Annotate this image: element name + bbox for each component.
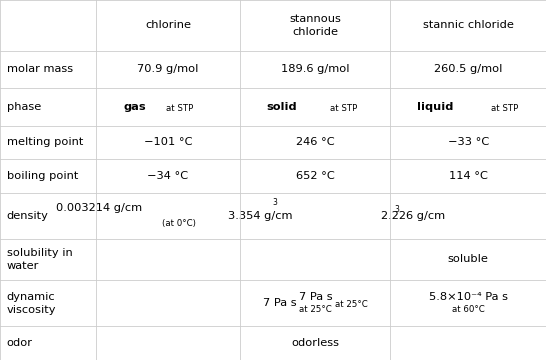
Text: solid: solid [0, 359, 1, 360]
Text: at 25°C: at 25°C [335, 300, 368, 309]
Text: 114 °C: 114 °C [449, 171, 488, 181]
Text: at STP: at STP [165, 104, 193, 113]
Text: 7 Pa s: 7 Pa s [299, 292, 332, 302]
Text: 3.354 g/cm: 3.354 g/cm [228, 211, 293, 221]
Text: phase: phase [7, 102, 41, 112]
Text: density: density [7, 211, 49, 221]
Text: −101 °C: −101 °C [144, 138, 192, 147]
Text: boiling point: boiling point [7, 171, 78, 181]
Text: gas: gas [0, 359, 1, 360]
Text: odorless: odorless [292, 338, 339, 348]
Text: 246 °C: 246 °C [296, 138, 335, 147]
Text: odor: odor [7, 338, 33, 348]
Text: at STP: at STP [491, 104, 519, 113]
Text: 7 Pa s: 7 Pa s [263, 298, 297, 308]
Text: at 25°C: at 25°C [299, 305, 331, 314]
Text: 189.6 g/mol: 189.6 g/mol [281, 64, 349, 75]
Text: 3: 3 [272, 198, 277, 207]
Text: solid: solid [267, 102, 298, 112]
Text: melting point: melting point [7, 138, 83, 147]
Text: at 60°C: at 60°C [452, 305, 484, 314]
Text: liquid: liquid [0, 359, 1, 360]
Text: 652 °C: 652 °C [296, 171, 335, 181]
Text: −33 °C: −33 °C [448, 138, 489, 147]
Text: soluble: soluble [448, 255, 489, 265]
Text: dynamic
viscosity: dynamic viscosity [7, 292, 56, 315]
Text: chlorine: chlorine [145, 21, 191, 30]
Text: 260.5 g/mol: 260.5 g/mol [434, 64, 502, 75]
Text: 2.226 g/cm: 2.226 g/cm [381, 211, 445, 221]
Text: at STP: at STP [330, 104, 358, 113]
Text: molar mass: molar mass [7, 64, 73, 75]
Text: (at 0°C): (at 0°C) [163, 219, 197, 228]
Text: −34 °C: −34 °C [147, 171, 188, 181]
Text: gas: gas [123, 102, 146, 112]
Text: 3: 3 [395, 206, 400, 215]
Text: 5.8×10⁻⁴ Pa s: 5.8×10⁻⁴ Pa s [429, 292, 508, 302]
Text: stannous
chloride: stannous chloride [289, 14, 341, 37]
Text: 70.9 g/mol: 70.9 g/mol [137, 64, 199, 75]
Text: solubility in
water: solubility in water [7, 248, 72, 271]
Text: 0.003214 g/cm: 0.003214 g/cm [56, 203, 142, 213]
Text: liquid: liquid [417, 102, 453, 112]
Text: stannic chloride: stannic chloride [423, 21, 514, 30]
